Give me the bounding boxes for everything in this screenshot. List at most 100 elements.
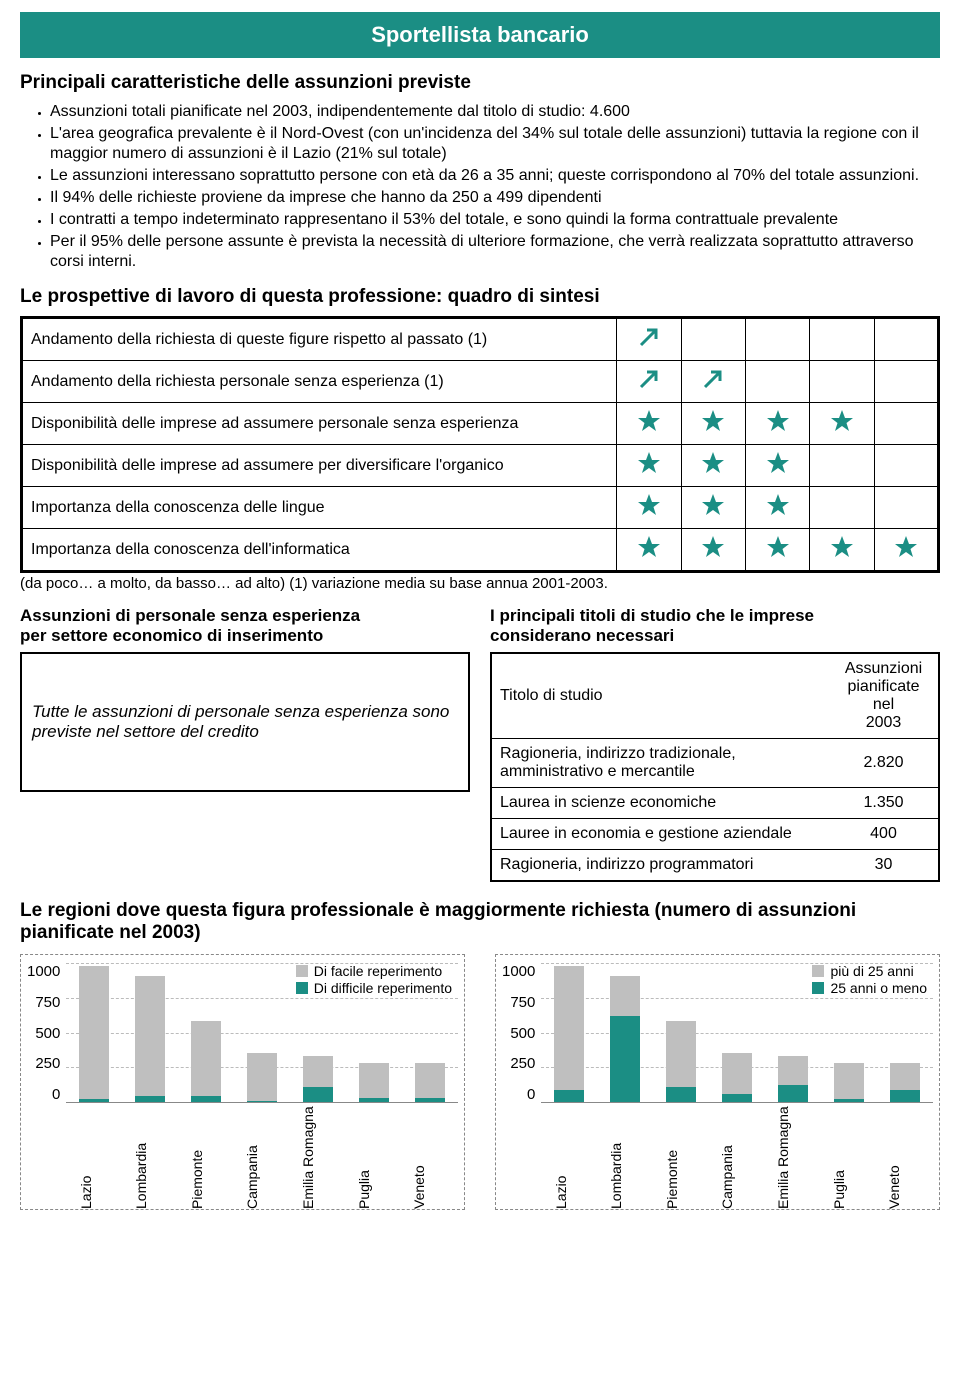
star-icon [766, 409, 790, 433]
icon-cell [681, 529, 745, 572]
icon-cell [874, 361, 938, 403]
x-tick: Emilia Romagna [300, 1137, 338, 1209]
y-tick: 250 [510, 1055, 535, 1072]
star-icon [766, 451, 790, 475]
section-heading: Le prospettive di lavoro di questa profe… [20, 286, 940, 308]
x-axis: LazioLombardiaPiemonteCampaniaEmilia Rom… [69, 1137, 458, 1209]
x-tick: Lazio [553, 1137, 591, 1209]
table-row: Disponibilità delle imprese ad assumere … [22, 445, 939, 487]
y-tick: 250 [35, 1055, 60, 1072]
value-cell: 30 [829, 850, 939, 882]
table-row: Andamento della richiesta personale senz… [22, 361, 939, 403]
bar-segment-bottom [247, 1101, 277, 1102]
bar-segment-top [610, 976, 640, 1016]
icon-cell [745, 318, 809, 361]
bar-group [299, 963, 337, 1102]
x-tick: Puglia [831, 1137, 869, 1209]
x-tick: Campania [719, 1137, 757, 1209]
icon-cell [617, 487, 681, 529]
icon-cell [874, 487, 938, 529]
sub-heading: Assunzioni di personale senza esperienza… [20, 606, 470, 646]
bar-segment-bottom [554, 1090, 584, 1103]
bar-group [606, 963, 644, 1102]
bar-group [187, 963, 225, 1102]
icon-cell [810, 361, 874, 403]
x-tick: Puglia [356, 1137, 394, 1209]
y-tick: 0 [527, 1086, 535, 1103]
row-label: Andamento della richiesta di queste figu… [22, 318, 617, 361]
bar-segment-bottom [610, 1016, 640, 1102]
bar-group [886, 963, 924, 1102]
icon-cell [617, 403, 681, 445]
title-cell: Lauree in economia e gestione aziendale [491, 819, 829, 850]
bar-segment-bottom [666, 1087, 696, 1102]
bar-segment-bottom [778, 1085, 808, 1102]
star-icon [830, 409, 854, 433]
bullet-item: Assunzioni totali pianificate nel 2003, … [50, 102, 940, 122]
table-row: Lauree in economia e gestione aziendale4… [491, 819, 939, 850]
bar-segment-top [191, 1021, 221, 1096]
bar-segment-top [666, 1021, 696, 1086]
table-row: Andamento della richiesta di queste figu… [22, 318, 939, 361]
arrow-up-right-icon [637, 325, 661, 349]
title-cell: Laurea in scienze economiche [491, 788, 829, 819]
table-row: Ragioneria, indirizzo tradizionale, ammi… [491, 739, 939, 788]
icon-cell [810, 403, 874, 445]
icon-cell [617, 529, 681, 572]
value-cell: 2.820 [829, 739, 939, 788]
bar-segment-top [303, 1056, 333, 1087]
x-tick: Lombardia [133, 1137, 171, 1209]
star-icon [637, 535, 661, 559]
bar-group [355, 963, 393, 1102]
icon-cell [681, 403, 745, 445]
title-cell: Ragioneria, indirizzo programmatori [491, 850, 829, 882]
x-tick: Lombardia [608, 1137, 646, 1209]
bar-segment-top [415, 1063, 445, 1098]
value-cell: 400 [829, 819, 939, 850]
bar-group [243, 963, 281, 1102]
star-icon [701, 493, 725, 517]
right-column: I principali titoli di studio che le imp… [490, 606, 940, 882]
star-icon [766, 493, 790, 517]
y-axis: 10007505002500 [502, 963, 535, 1103]
bar-segment-bottom [722, 1094, 752, 1102]
bar-group [774, 963, 812, 1102]
row-label: Importanza della conoscenza dell'informa… [22, 529, 617, 572]
x-tick: Piemonte [189, 1137, 227, 1209]
x-tick: Piemonte [664, 1137, 702, 1209]
bar-segment-top [722, 1053, 752, 1093]
star-icon [894, 535, 918, 559]
star-icon [701, 451, 725, 475]
bar-segment-top [890, 1063, 920, 1089]
icon-cell [874, 403, 938, 445]
bar-segment-top [554, 966, 584, 1090]
bar-segment-top [834, 1063, 864, 1099]
x-tick: Veneto [411, 1137, 449, 1209]
bar-segment-bottom [303, 1087, 333, 1102]
table-row: Disponibilità delle imprese ad assumere … [22, 403, 939, 445]
y-tick: 500 [510, 1025, 535, 1042]
star-icon [701, 535, 725, 559]
icon-cell [617, 361, 681, 403]
titles-table: Titolo di studioAssunzionipianificate ne… [490, 652, 940, 882]
y-tick: 1000 [27, 963, 60, 980]
bar-chart-left: Di facile reperimentoDi difficile reperi… [20, 954, 465, 1210]
icon-cell [745, 445, 809, 487]
row-label: Disponibilità delle imprese ad assumere … [22, 403, 617, 445]
star-icon [637, 493, 661, 517]
x-axis: Lazio Lombardia Piemonte Campania Emilia Rom… [544, 1137, 933, 1209]
document-page: Sportellista bancario Principali caratte… [0, 0, 960, 1230]
icon-cell [810, 318, 874, 361]
icon-cell [874, 445, 938, 487]
x-tick: Emilia Romagna [775, 1137, 813, 1209]
bar-chart-right: più di 25 anni25 anni o meno100075050025… [495, 954, 940, 1210]
row-label: Importanza della conoscenza delle lingue [22, 487, 617, 529]
icon-cell [617, 318, 681, 361]
star-icon [637, 451, 661, 475]
left-column: Assunzioni di personale senza esperienza… [20, 606, 470, 882]
col-header: Assunzionipianificate nel2003 [829, 653, 939, 739]
charts-row: Di facile reperimentoDi difficile reperi… [20, 954, 940, 1210]
icon-cell [874, 318, 938, 361]
star-icon [701, 409, 725, 433]
bar-segment-bottom [415, 1098, 445, 1102]
